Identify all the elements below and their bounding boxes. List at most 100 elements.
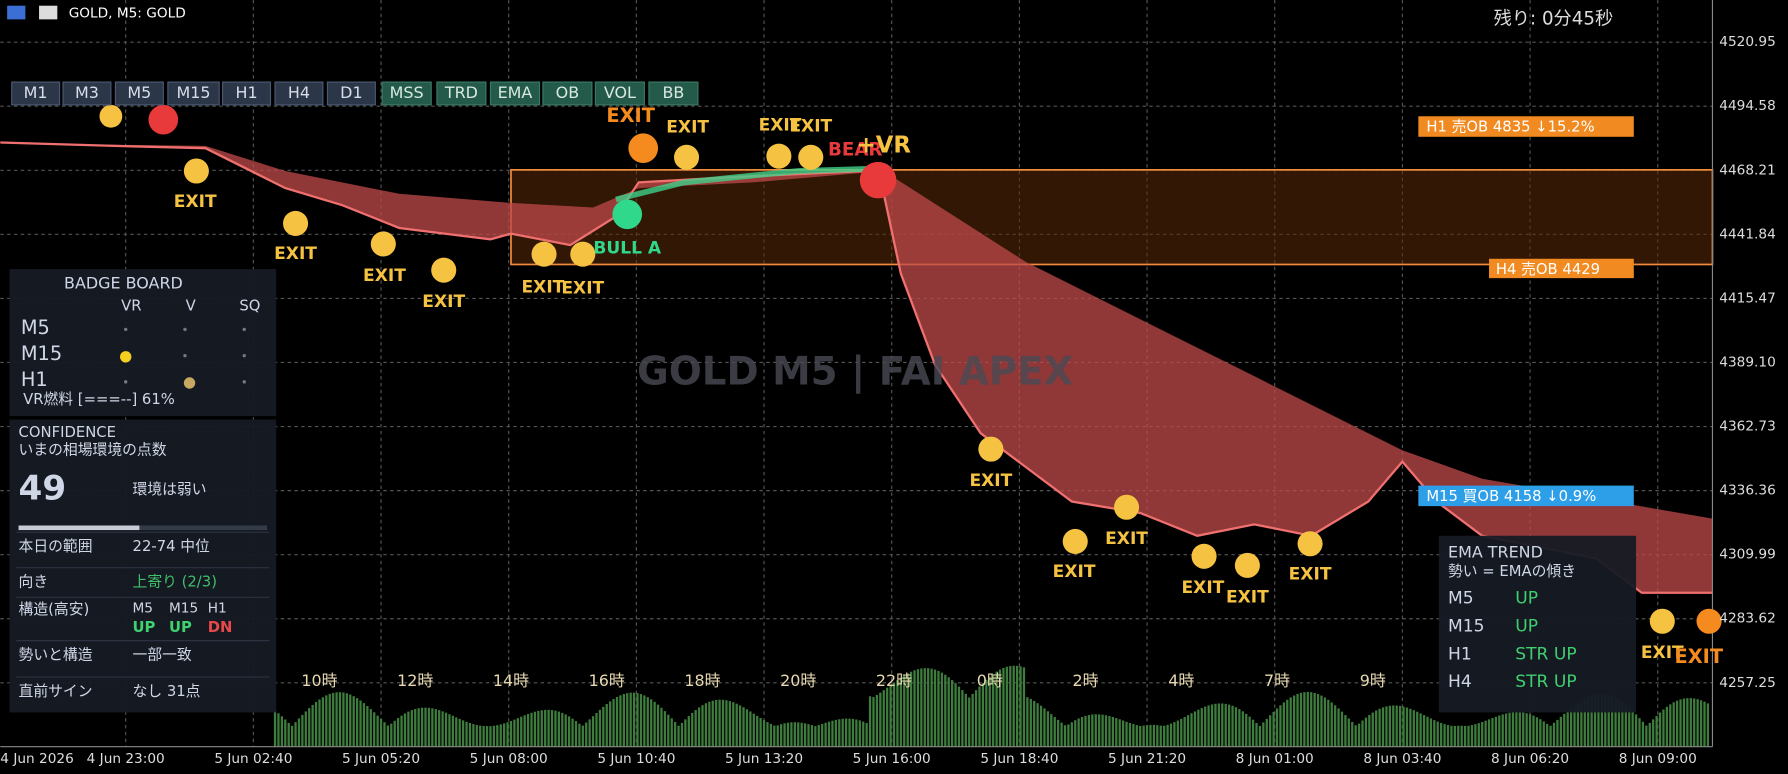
volume-bar bbox=[684, 719, 687, 747]
volume-bar bbox=[923, 668, 926, 747]
volume-bar bbox=[1593, 693, 1597, 747]
panel-title: EMA TREND bbox=[1448, 542, 1543, 561]
toggle-button[interactable] bbox=[381, 81, 432, 106]
volume-bar bbox=[1296, 693, 1299, 747]
volume-bar bbox=[396, 718, 400, 747]
volume-bar bbox=[841, 718, 844, 747]
toggle-button[interactable] bbox=[648, 81, 699, 106]
volume-bar bbox=[961, 690, 964, 747]
volume-bar bbox=[520, 716, 523, 747]
signal-dot bbox=[1191, 543, 1217, 569]
ob-label-bg bbox=[1489, 258, 1634, 279]
toggle-label: BB bbox=[662, 83, 684, 102]
volume-bar bbox=[393, 720, 396, 747]
structure-state: DN bbox=[208, 619, 233, 636]
volume-bar bbox=[1241, 711, 1244, 747]
volume-bar bbox=[390, 723, 393, 747]
volume-bar bbox=[1046, 711, 1050, 747]
volume-bar bbox=[660, 707, 663, 747]
volume-bar bbox=[420, 707, 424, 747]
toggle-button[interactable] bbox=[542, 81, 593, 106]
volume-bar bbox=[827, 721, 831, 747]
session-hour: 22時 bbox=[876, 671, 912, 690]
volume-bar bbox=[1621, 701, 1624, 747]
row-label: M15 bbox=[21, 342, 62, 365]
volume-bar bbox=[1563, 713, 1566, 747]
badge-dot bbox=[183, 377, 196, 389]
timeframe-button[interactable] bbox=[62, 81, 112, 106]
column-header: V bbox=[186, 298, 196, 315]
volume-bar bbox=[646, 697, 649, 747]
volume-bar bbox=[742, 707, 745, 747]
volume-bar bbox=[485, 726, 489, 747]
volume-bar bbox=[899, 677, 902, 747]
volume-bar bbox=[1067, 724, 1070, 747]
volume-bar bbox=[680, 722, 684, 747]
volume-bar bbox=[773, 725, 776, 747]
toggle-button[interactable] bbox=[489, 81, 541, 106]
volume-bar bbox=[1340, 711, 1344, 747]
volume-bar bbox=[1532, 715, 1535, 747]
volume-bar bbox=[1002, 667, 1005, 747]
price-label: 4441.84 bbox=[1719, 226, 1775, 242]
volume-bar bbox=[1269, 715, 1272, 747]
signal-dot bbox=[183, 158, 209, 184]
row-value: STR UP bbox=[1515, 644, 1576, 664]
volume-bar bbox=[1552, 722, 1556, 747]
volume-bar bbox=[1440, 722, 1443, 747]
volume-bar bbox=[1682, 698, 1686, 747]
badge-dot bbox=[123, 380, 128, 384]
volume-bar bbox=[1515, 712, 1518, 747]
volume-bar bbox=[1378, 708, 1381, 747]
signal-label: EXIT bbox=[561, 278, 604, 298]
volume-bar bbox=[1655, 715, 1658, 747]
volume-bar bbox=[448, 714, 451, 747]
volume-bar bbox=[352, 696, 355, 747]
volume-bar bbox=[1286, 699, 1289, 747]
structure-tf: M5 bbox=[133, 601, 153, 617]
verdict: 環境は弱い bbox=[133, 480, 207, 498]
volume-bar bbox=[759, 718, 762, 747]
signal-label: +VR bbox=[857, 132, 912, 158]
volume-bar bbox=[1614, 697, 1617, 747]
row-value: 上寄り (2/3) bbox=[133, 572, 217, 590]
time-label: 5 Jun 13:20 bbox=[725, 751, 803, 767]
volume-bar bbox=[844, 718, 848, 747]
volume-bar bbox=[957, 686, 961, 747]
signal-dot bbox=[99, 104, 123, 128]
volume-bar bbox=[1282, 702, 1285, 747]
volume-bar bbox=[1463, 725, 1467, 747]
volume-bar bbox=[602, 706, 605, 747]
timeframe-button[interactable] bbox=[11, 81, 61, 106]
volume-bar bbox=[451, 715, 454, 747]
panel-title: CONFIDENCE bbox=[19, 424, 116, 441]
volume-bar bbox=[472, 724, 475, 747]
volume-bar bbox=[981, 683, 985, 747]
volume-bar bbox=[1262, 722, 1265, 747]
volume-bar bbox=[1405, 707, 1409, 747]
toggle-button[interactable] bbox=[594, 81, 645, 106]
timeframe-button[interactable] bbox=[114, 81, 164, 106]
volume-bar bbox=[1173, 722, 1176, 747]
row-value: UP bbox=[1515, 616, 1538, 636]
volume-bar bbox=[458, 718, 461, 747]
row-label: H4 bbox=[1448, 672, 1472, 692]
timeframe-button[interactable] bbox=[274, 81, 324, 106]
volume-bar bbox=[516, 718, 519, 747]
signal-dot bbox=[673, 144, 700, 170]
volume-bar bbox=[1019, 666, 1022, 747]
volume-bar bbox=[321, 697, 325, 747]
volume-bar bbox=[1467, 725, 1470, 747]
timeframe-button[interactable] bbox=[326, 81, 376, 106]
volume-bar bbox=[1245, 713, 1248, 747]
volume-bar bbox=[1125, 721, 1128, 747]
volume-bar bbox=[749, 711, 752, 747]
volume-bar bbox=[417, 708, 420, 747]
toggle-button[interactable] bbox=[436, 81, 487, 106]
price-line bbox=[0, 141, 1713, 594]
volume-bar bbox=[1662, 709, 1665, 747]
timeframe-button[interactable] bbox=[167, 81, 220, 106]
volume-bar bbox=[441, 711, 444, 747]
timeframe-button[interactable] bbox=[222, 81, 272, 106]
